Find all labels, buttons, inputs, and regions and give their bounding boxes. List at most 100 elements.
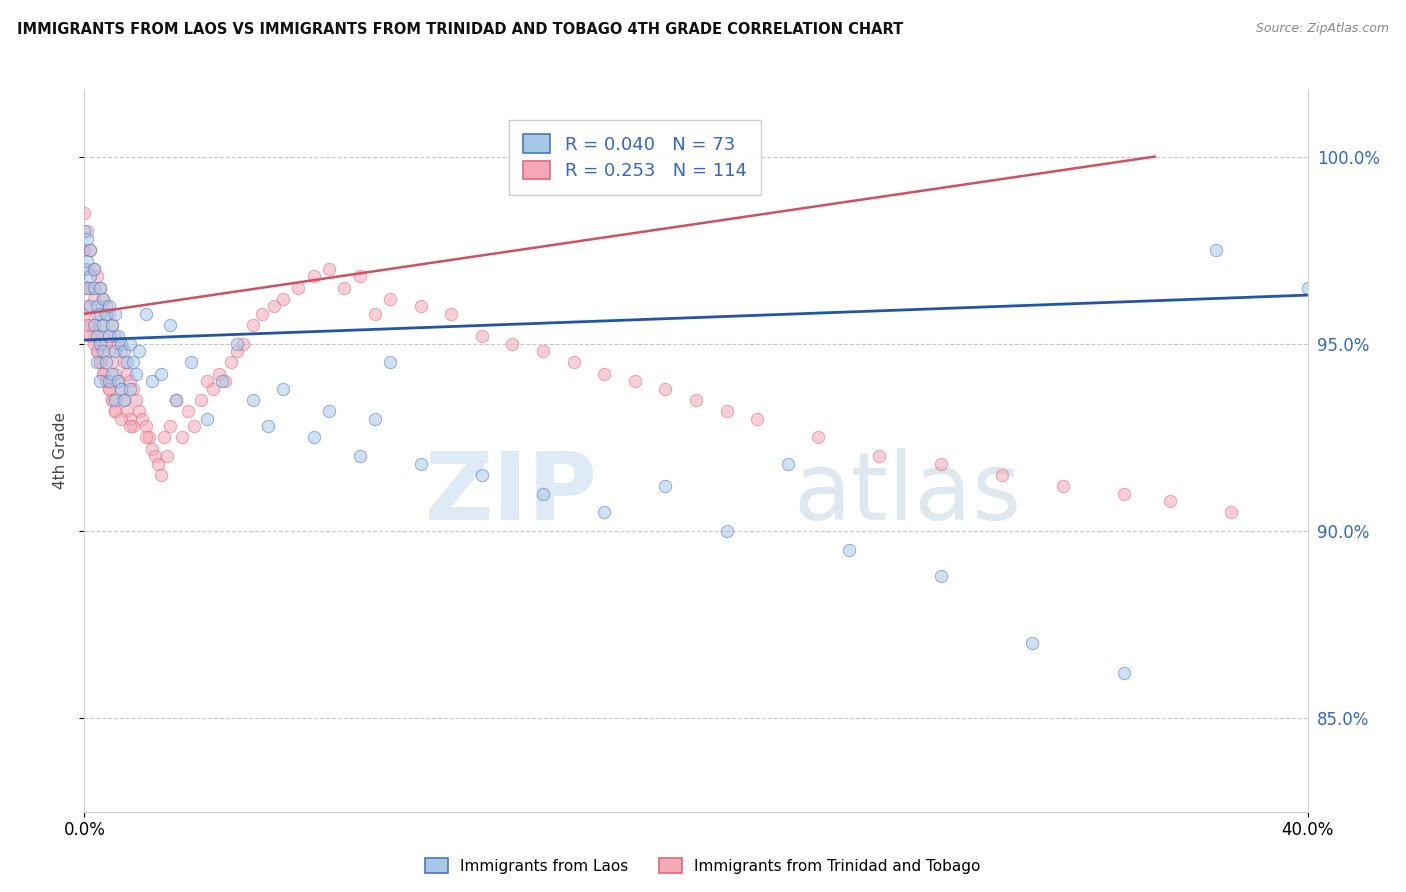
Point bbox=[97, 307, 120, 321]
Point bbox=[79, 329, 101, 343]
Point bbox=[83, 261, 105, 276]
Point bbox=[86, 329, 108, 343]
Point bbox=[364, 411, 387, 425]
Point bbox=[1220, 505, 1243, 519]
Point bbox=[380, 292, 402, 306]
Point bbox=[122, 419, 145, 434]
Point bbox=[226, 344, 249, 359]
Point bbox=[149, 467, 172, 482]
Point bbox=[128, 404, 150, 418]
Legend: R = 0.040   N = 73, R = 0.253   N = 114: R = 0.040 N = 73, R = 0.253 N = 114 bbox=[509, 120, 761, 194]
Point bbox=[271, 292, 294, 306]
Point bbox=[232, 336, 254, 351]
Point bbox=[97, 382, 120, 396]
Point bbox=[271, 382, 294, 396]
Point bbox=[135, 430, 157, 444]
Point bbox=[79, 243, 101, 257]
Point bbox=[138, 430, 160, 444]
Legend: Immigrants from Laos, Immigrants from Trinidad and Tobago: Immigrants from Laos, Immigrants from Tr… bbox=[419, 852, 987, 880]
Point bbox=[1021, 636, 1043, 650]
Point bbox=[101, 355, 124, 369]
Point bbox=[318, 261, 340, 276]
Point bbox=[128, 344, 150, 359]
Point bbox=[165, 392, 187, 407]
Point bbox=[89, 355, 111, 369]
Point bbox=[94, 355, 117, 369]
Point bbox=[73, 224, 96, 238]
Point bbox=[110, 382, 132, 396]
Point bbox=[94, 374, 117, 388]
Point bbox=[776, 457, 799, 471]
Point bbox=[531, 344, 554, 359]
Point bbox=[211, 374, 233, 388]
Point bbox=[302, 430, 325, 444]
Point bbox=[143, 449, 166, 463]
Point bbox=[86, 344, 108, 359]
Point bbox=[112, 392, 135, 407]
Point bbox=[101, 318, 124, 332]
Point bbox=[97, 382, 120, 396]
Point bbox=[125, 367, 148, 381]
Point bbox=[83, 280, 105, 294]
Point bbox=[214, 374, 236, 388]
Point bbox=[112, 392, 135, 407]
Point bbox=[135, 419, 157, 434]
Text: IMMIGRANTS FROM LAOS VS IMMIGRANTS FROM TRINIDAD AND TOBAGO 4TH GRADE CORRELATIO: IMMIGRANTS FROM LAOS VS IMMIGRANTS FROM … bbox=[17, 22, 903, 37]
Point bbox=[101, 318, 124, 332]
Point bbox=[110, 411, 132, 425]
Point bbox=[120, 411, 142, 425]
Point bbox=[250, 307, 273, 321]
Point bbox=[86, 299, 108, 313]
Point bbox=[73, 280, 96, 294]
Point bbox=[747, 411, 769, 425]
Point bbox=[190, 392, 212, 407]
Point bbox=[135, 307, 157, 321]
Point bbox=[91, 367, 114, 381]
Point bbox=[104, 404, 127, 418]
Point bbox=[201, 382, 224, 396]
Point bbox=[91, 367, 114, 381]
Point bbox=[183, 419, 205, 434]
Point bbox=[991, 467, 1014, 482]
Point bbox=[79, 318, 101, 332]
Point bbox=[287, 280, 309, 294]
Point bbox=[91, 318, 114, 332]
Point bbox=[1114, 486, 1136, 500]
Point bbox=[180, 355, 202, 369]
Point bbox=[149, 367, 172, 381]
Point bbox=[76, 224, 98, 238]
Point bbox=[76, 299, 98, 313]
Point bbox=[349, 449, 371, 463]
Point bbox=[165, 392, 187, 407]
Point bbox=[83, 292, 105, 306]
Point bbox=[86, 307, 108, 321]
Point bbox=[502, 336, 524, 351]
Point bbox=[195, 411, 218, 425]
Point bbox=[159, 318, 181, 332]
Point bbox=[333, 280, 356, 294]
Point bbox=[929, 457, 952, 471]
Point bbox=[89, 280, 111, 294]
Point bbox=[153, 430, 176, 444]
Point bbox=[115, 355, 138, 369]
Point bbox=[122, 355, 145, 369]
Point bbox=[120, 382, 142, 396]
Point bbox=[73, 243, 96, 257]
Point bbox=[654, 479, 676, 493]
Point bbox=[120, 336, 142, 351]
Point bbox=[76, 261, 98, 276]
Point bbox=[89, 374, 111, 388]
Point bbox=[91, 329, 114, 343]
Point bbox=[624, 374, 647, 388]
Point bbox=[471, 329, 494, 343]
Point bbox=[101, 392, 124, 407]
Point bbox=[685, 392, 707, 407]
Point bbox=[471, 467, 494, 482]
Point bbox=[562, 355, 585, 369]
Point bbox=[101, 392, 124, 407]
Point bbox=[97, 374, 120, 388]
Point bbox=[172, 430, 194, 444]
Point bbox=[156, 449, 179, 463]
Point bbox=[318, 404, 340, 418]
Point bbox=[364, 307, 387, 321]
